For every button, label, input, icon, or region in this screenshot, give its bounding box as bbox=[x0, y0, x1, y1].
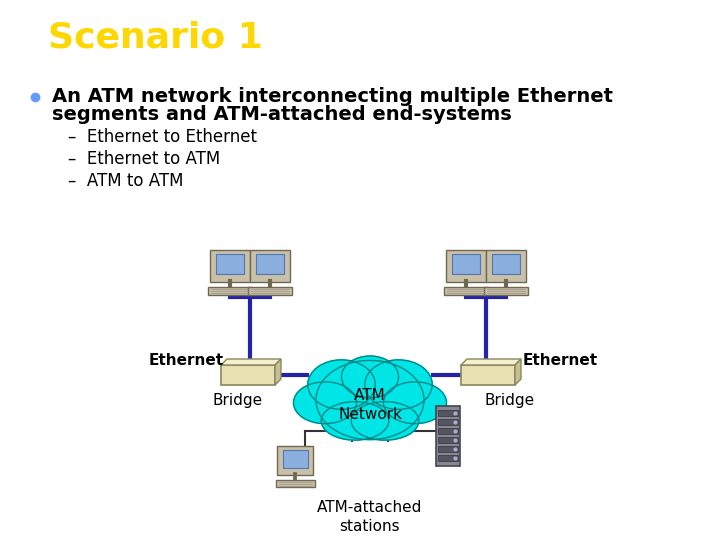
Polygon shape bbox=[461, 359, 521, 365]
FancyBboxPatch shape bbox=[438, 410, 458, 416]
FancyBboxPatch shape bbox=[221, 365, 275, 385]
FancyBboxPatch shape bbox=[438, 446, 458, 452]
Text: –  Ethernet to Ethernet: – Ethernet to Ethernet bbox=[68, 128, 257, 146]
FancyBboxPatch shape bbox=[461, 365, 515, 385]
Text: ATM-attached
stations: ATM-attached stations bbox=[318, 500, 423, 534]
Text: segments and ATM-attached end-systems: segments and ATM-attached end-systems bbox=[52, 105, 512, 124]
Polygon shape bbox=[515, 359, 521, 385]
Ellipse shape bbox=[307, 360, 375, 409]
FancyBboxPatch shape bbox=[216, 254, 244, 274]
FancyBboxPatch shape bbox=[277, 446, 313, 475]
FancyBboxPatch shape bbox=[282, 450, 307, 468]
Text: An ATM network interconnecting multiple Ethernet: An ATM network interconnecting multiple … bbox=[52, 87, 613, 106]
FancyBboxPatch shape bbox=[438, 428, 458, 434]
Ellipse shape bbox=[351, 402, 419, 440]
Text: ATM
Network: ATM Network bbox=[338, 388, 402, 422]
Text: Bridge: Bridge bbox=[485, 393, 535, 408]
Ellipse shape bbox=[384, 382, 446, 424]
Text: Bridge: Bridge bbox=[213, 393, 263, 408]
FancyBboxPatch shape bbox=[438, 455, 458, 461]
Text: Ethernet: Ethernet bbox=[523, 353, 598, 368]
FancyBboxPatch shape bbox=[446, 250, 486, 282]
FancyBboxPatch shape bbox=[256, 254, 284, 274]
FancyBboxPatch shape bbox=[444, 287, 488, 295]
Ellipse shape bbox=[365, 360, 432, 409]
Ellipse shape bbox=[316, 360, 424, 440]
Ellipse shape bbox=[321, 402, 389, 440]
FancyBboxPatch shape bbox=[438, 419, 458, 425]
FancyBboxPatch shape bbox=[210, 250, 250, 282]
Text: –  ATM to ATM: – ATM to ATM bbox=[68, 172, 184, 190]
Text: Ethernet: Ethernet bbox=[148, 353, 224, 368]
FancyBboxPatch shape bbox=[486, 250, 526, 282]
Polygon shape bbox=[221, 359, 281, 365]
FancyBboxPatch shape bbox=[436, 406, 460, 466]
FancyBboxPatch shape bbox=[492, 254, 520, 274]
Ellipse shape bbox=[341, 356, 398, 398]
Polygon shape bbox=[275, 359, 281, 385]
Text: –  Ethernet to ATM: – Ethernet to ATM bbox=[68, 150, 220, 168]
FancyBboxPatch shape bbox=[250, 250, 290, 282]
FancyBboxPatch shape bbox=[438, 437, 458, 443]
FancyBboxPatch shape bbox=[452, 254, 480, 274]
FancyBboxPatch shape bbox=[484, 287, 528, 295]
FancyBboxPatch shape bbox=[208, 287, 252, 295]
Text: Scenario 1: Scenario 1 bbox=[48, 21, 263, 55]
FancyBboxPatch shape bbox=[248, 287, 292, 295]
FancyBboxPatch shape bbox=[276, 480, 315, 487]
Ellipse shape bbox=[294, 382, 356, 424]
